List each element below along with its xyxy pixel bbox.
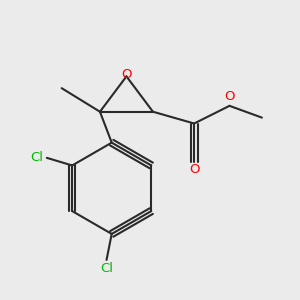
Text: Cl: Cl xyxy=(100,262,113,275)
Text: O: O xyxy=(121,68,132,81)
Text: Cl: Cl xyxy=(30,151,43,164)
Text: O: O xyxy=(224,91,235,103)
Text: O: O xyxy=(189,163,200,176)
